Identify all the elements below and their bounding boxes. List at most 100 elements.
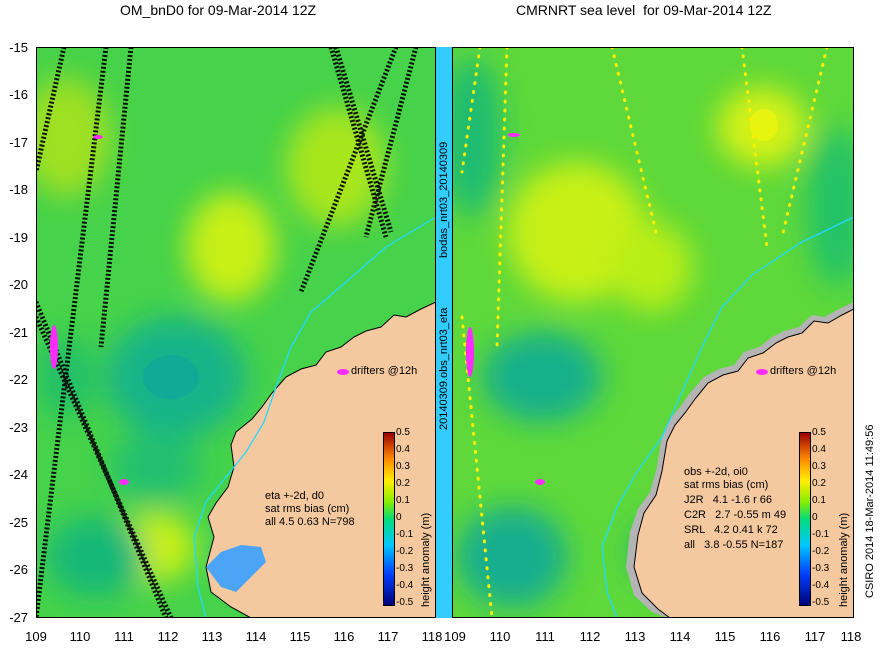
obs-track [740,45,769,249]
drifter-marker [466,327,474,377]
right-colorbar [799,432,811,606]
left-map-svg [21,46,437,620]
drifter-marker [756,369,768,375]
colorbar-tick: 0.5 [812,427,826,438]
drifter-marker [93,135,103,139]
drifter-markers [466,133,768,485]
colorbar-tick: -0.5 [812,597,830,608]
left-colorbar [383,432,395,606]
right-stats-line-2: sat rms bias (cm) [684,479,769,491]
left-drifters-label: drifters @12h [351,365,418,377]
lat-label: -24 [9,467,28,482]
anomaly-high [186,192,276,302]
left-stats-line-3: all 4.5 0.63 N=798 [265,516,355,528]
anomaly-low [457,507,567,607]
colorbar-tick: -0.2 [812,546,830,557]
lon-label: 117 [377,629,399,644]
right-stats-line-6: all 3.8 -0.55 N=187 [684,539,784,551]
lon-label: 112 [157,629,179,644]
lon-label: 115 [289,629,311,644]
left-map-panel: drifters @12h eta +-2d, d0 sat rms bias … [21,46,437,620]
left-stats-line-2: sat rms bias (cm) [265,503,350,515]
lat-label: -22 [9,372,28,387]
altimeter-track [33,315,174,620]
colorbar-tick: 0 [812,512,818,523]
right-map-svg [442,45,867,620]
right-drifters-label: drifters @12h [770,365,837,377]
lon-label: 112 [579,629,601,644]
map-frame [452,47,854,618]
colorbar-tick: 0.3 [396,461,410,472]
altimeter-track [328,46,389,238]
colorbar-tick: -0.3 [812,563,830,574]
colorbar-tick: 0.4 [396,444,410,455]
left-panel-title: OM_bnD0 for 09-Mar-2014 12Z [120,2,317,18]
lon-label: 111 [114,629,134,644]
colorbar-tick: 0.2 [812,478,826,489]
anomaly-low [482,332,602,422]
anomaly-low [807,127,867,287]
lon-label: 118 [840,629,862,644]
lon-label: 118 [421,629,443,644]
obs-track [460,45,482,174]
right-colorbar-label: height anomaly (m) [838,512,850,607]
anomaly-core [750,109,778,141]
drifter-marker [119,479,129,485]
panel-divider [436,47,452,618]
land-australia [205,301,437,619]
colorbar-tick: -0.4 [812,580,830,591]
right-stats-line-3: J2R 4.1 -1.6 r 66 [684,494,773,506]
anomaly-low [111,432,201,502]
drifter-marker [337,369,349,375]
obs-track [610,45,659,239]
anomaly-high [612,222,692,312]
lon-label: 110 [489,629,511,644]
obs-file-label: 20140309.obs_nrt03_eta [438,307,450,430]
right-stats-line-5: SRL 4.2 0.41 k 72 [684,524,778,536]
colorbar-tick: 0.4 [812,444,826,455]
drifter-markers [50,135,349,485]
run-id-label: bodas_nrt03_20140309 [438,141,450,258]
colorbar-tick: 0.1 [396,495,410,506]
drifter-marker [50,325,58,369]
lon-label: 109 [444,629,466,644]
colorbar-tick: 0.1 [812,495,826,506]
left-stats-line-1: eta +-2d, d0 [265,490,325,502]
colorbar-tick: 0.3 [812,461,826,472]
right-panel-title: CMRNRT sea level for 09-Mar-2014 12Z [516,2,772,18]
altimeter-track [363,46,419,238]
left-colorbar-label: height anomaly (m) [420,512,432,607]
lat-label: -19 [9,230,28,245]
isobath-line [601,216,855,619]
credit-label: CSIRO 2014 18-Mar-2014 11:49:56 [864,424,876,598]
lon-label: 110 [69,629,91,644]
lon-label: 115 [714,629,736,644]
anomaly-core [143,355,199,399]
lat-label: -23 [9,420,28,435]
lat-label: -16 [9,87,28,102]
lat-label: -15 [9,40,28,55]
lat-label: -21 [9,325,28,340]
colorbar-tick: 0.5 [396,427,410,438]
anomaly-low [442,57,502,217]
lon-label: 113 [624,629,646,644]
map-frame [36,47,436,618]
obs-track [460,315,494,620]
obs-tracks [460,45,829,620]
colorbar-tick: -0.1 [396,529,414,540]
obs-track [780,45,829,239]
altimeter-track [33,46,67,173]
colorbar-tick: -0.5 [396,597,414,608]
colorbar-tick: 0 [396,512,402,523]
right-stats-line-1: obs +-2d, oi0 [684,466,748,478]
right-map-panel: drifters @12h obs +-2d, oi0 sat rms bias… [442,45,867,620]
lon-label: 114 [669,629,691,644]
shark-bay [206,545,266,592]
lon-label: 113 [201,629,223,644]
lat-label: -26 [9,562,28,577]
lon-label: 109 [25,629,47,644]
lat-label: -18 [9,182,28,197]
colorbar-tick: 0.2 [396,478,410,489]
right-stats-line-4: C2R 2.7 -0.55 m 49 [684,509,787,521]
lat-label: -17 [9,135,28,150]
